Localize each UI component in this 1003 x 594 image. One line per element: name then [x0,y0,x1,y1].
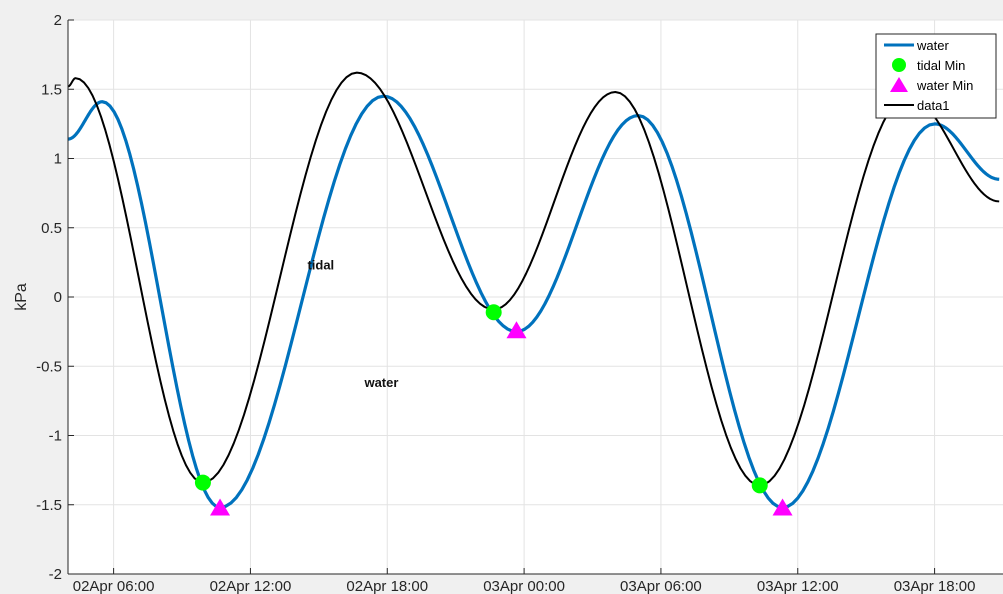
annotation-water: water [363,375,398,390]
axes: -2 -1.5 -1 -0.5 0 0.5 1 1.5 2 02Apr 06:00 02Apr 12… [36,12,1003,594]
annotations: tidal water [307,257,398,390]
x-tick-label: 02Apr 12:00 [210,578,292,594]
y-tick-label: 2 [54,12,62,29]
y-tick-label: 0.5 [41,220,62,237]
legend-entry-label: data1 [917,98,950,113]
legend: water tidal Min water Min data1 [875,33,997,119]
water-min-point [506,321,527,339]
x-tick-label: 02Apr 18:00 [346,578,428,594]
grid [68,19,1003,575]
y-axis-label: kPa [13,283,30,311]
legend-entry-label: tidal Min [917,58,965,73]
water-min-point [772,498,793,516]
tidal-min-point [751,477,768,494]
y-tick-label: 1.5 [41,81,62,98]
annotation-tidal: tidal [307,257,334,272]
legend-swatch-tidal-min [892,58,906,72]
tidal-min-point [485,304,502,321]
x-tick-label: 03Apr 18:00 [894,578,976,594]
marker-layer [194,304,793,516]
y-tick-label: -1 [49,428,62,445]
y-tick-label: -1.5 [36,497,62,514]
x-tick-label: 03Apr 00:00 [483,578,565,594]
y-tick-label: 1 [54,151,62,168]
y-tick-label: -0.5 [36,358,62,375]
legend-entry-label: water Min [916,78,973,93]
water-min-point [210,498,231,516]
x-tick-label: 03Apr 12:00 [757,578,839,594]
legend-entry-label: water [916,38,949,53]
tidal-min-point [194,474,211,491]
legend-swatch-water-min [890,77,908,92]
y-tick-label: -2 [49,566,62,583]
x-tick-label: 02Apr 06:00 [73,578,155,594]
y-tick-label: 0 [54,289,62,306]
x-tick-label: 03Apr 06:00 [620,578,702,594]
